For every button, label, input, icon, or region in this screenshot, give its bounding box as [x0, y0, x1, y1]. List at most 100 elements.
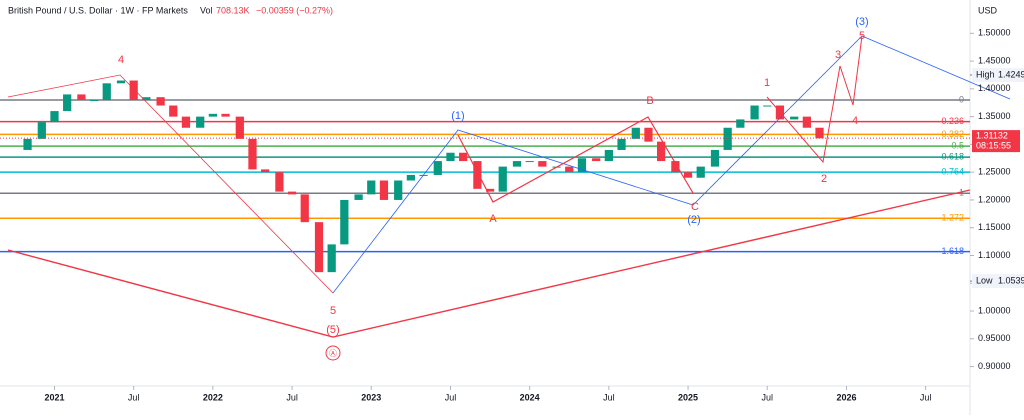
wave-label: 5: [330, 305, 336, 317]
wave-label: 4: [118, 54, 124, 66]
candle-body: [790, 116, 799, 120]
y-tick-label: 1.00000: [978, 305, 1011, 315]
price-tag-bg: [972, 68, 996, 83]
price-tag-value: 1.42495: [998, 69, 1024, 79]
wave-label: 1: [764, 77, 770, 89]
candle-body: [169, 105, 178, 117]
wave-label: 5: [859, 30, 865, 42]
candle-body: [763, 105, 772, 107]
candle-body: [592, 158, 601, 162]
volume: 708.13K: [216, 5, 250, 15]
candle-body: [538, 161, 547, 167]
change: −0.00359 (−0.27%): [256, 5, 333, 15]
x-tick-label: 2021: [44, 392, 64, 402]
candle-body: [89, 99, 99, 101]
candle-body: [327, 244, 336, 273]
candle-body: [142, 97, 151, 100]
candle-body: [248, 138, 257, 170]
wave-label: B: [646, 95, 653, 107]
candle-body: [473, 161, 482, 189]
wave-line: [332, 35, 1011, 294]
y-tick-label: 1.45000: [978, 55, 1011, 65]
candle-body: [406, 174, 415, 181]
candle-body: [696, 166, 705, 178]
x-tick-label: Jul: [920, 392, 932, 402]
candle-body: [802, 116, 811, 128]
candle-body: [314, 222, 324, 273]
candle-body: [129, 80, 138, 100]
candle-body: [617, 138, 626, 150]
x-tick-label: Jul: [286, 392, 298, 402]
candle-body: [208, 113, 217, 117]
wave-label: A: [489, 213, 497, 225]
x-tick-label: 2025: [678, 392, 698, 402]
candle-body: [604, 149, 613, 162]
x-tick-label: 2022: [203, 392, 223, 402]
price-tag-label: Low: [976, 275, 993, 285]
candle-body: [300, 194, 309, 223]
y-tick-label: 1.40000: [978, 83, 1011, 93]
wave-label: 3: [835, 49, 841, 61]
candle-body: [181, 116, 191, 128]
candle-body: [736, 119, 745, 128]
candle-body: [63, 94, 72, 112]
wave-label: (1): [451, 110, 464, 122]
wave-line: [766, 35, 863, 164]
y-tick-label: 1.35000: [978, 111, 1011, 121]
candle-body: [631, 127, 640, 139]
candle-body: [367, 180, 376, 195]
price-tag-bg: [996, 68, 1024, 83]
wave-label: (2): [687, 214, 700, 226]
x-tick-label: Jul: [603, 392, 615, 402]
y-tick-label: 1.50000: [978, 28, 1011, 38]
candle-body: [340, 199, 349, 245]
candle-body: [433, 161, 442, 175]
wave-label: C: [691, 201, 699, 213]
fib-label: 1.272: [941, 213, 964, 223]
candle-body: [221, 113, 230, 117]
countdown: 08:15:55: [976, 140, 1011, 150]
x-tick-label: Jul: [128, 392, 140, 402]
candle-body: [261, 169, 270, 173]
y-tick-label: 0.90000: [978, 361, 1011, 371]
candle-body: [485, 188, 495, 192]
fib-label: 1.618: [941, 246, 964, 256]
candle-body: [50, 111, 59, 123]
x-tick-label: 2026: [836, 392, 856, 402]
candle-body: [196, 116, 205, 128]
candle-body: [577, 158, 587, 173]
wave-label: (5): [326, 324, 339, 336]
y-tick-label: 1.20000: [978, 194, 1011, 204]
candle-body: [525, 161, 534, 163]
candle-body: [394, 180, 403, 200]
candle-body: [102, 83, 111, 100]
wave-circle: [325, 345, 341, 361]
candle-body: [498, 166, 507, 192]
y-tick-label: 1.15000: [978, 222, 1011, 232]
candle-body: [287, 191, 297, 195]
candle-body: [116, 80, 126, 84]
candle-body: [657, 141, 666, 162]
price-tag-bg: [996, 274, 1024, 289]
price-tag-label: High: [976, 69, 995, 79]
wave-label: 4: [852, 115, 858, 127]
candle-body: [683, 172, 693, 178]
currency: USD: [978, 5, 998, 15]
wave-label: (3): [855, 16, 868, 28]
last-price: 1.31132: [976, 130, 1008, 140]
candle-body: [671, 161, 680, 173]
wave-line: [7, 74, 334, 294]
candle-body: [275, 172, 284, 192]
candle-body: [156, 97, 165, 106]
last-price-tag: [972, 130, 1020, 153]
candle-body: [459, 152, 468, 162]
volume-label: Vol: [200, 5, 213, 15]
x-tick-label: Jul: [761, 392, 773, 402]
candle-body: [354, 194, 363, 200]
y-tick-label: 1.25000: [978, 167, 1011, 177]
fib-label: 0.5: [951, 140, 964, 150]
candle-body: [750, 105, 759, 120]
candle-body: [235, 116, 244, 139]
